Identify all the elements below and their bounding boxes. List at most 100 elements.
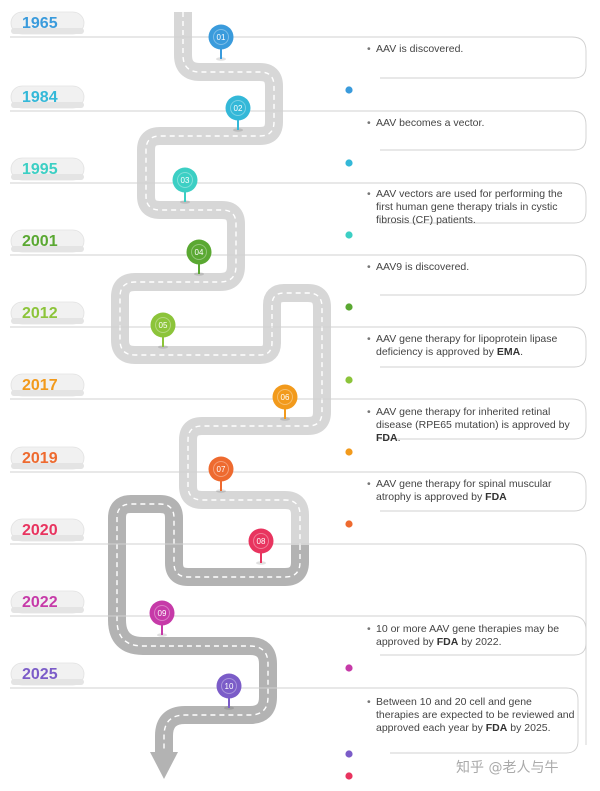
pin-number: 07 — [217, 465, 226, 474]
event-description: AAV gene therapy for inherited retinal d… — [376, 406, 570, 431]
event-text: • AAV gene therapy for spinal muscular at… — [367, 478, 576, 504]
event-suffix: by 2025. — [507, 722, 551, 734]
event-description: AAV gene therapy for spinal muscular atr… — [376, 478, 552, 503]
bullet: • — [367, 696, 371, 708]
bullet: • — [367, 261, 371, 273]
map-pin-icon: 06 — [272, 384, 298, 421]
year-tag: 2020 — [10, 518, 85, 542]
connector-line — [10, 687, 579, 754]
year-tag: 2017 — [10, 373, 85, 397]
map-pin-icon: 07 — [208, 456, 234, 493]
map-pin-icon: 08 — [248, 528, 274, 565]
map-pin-icon: 05 — [150, 312, 176, 349]
event-description: AAV becomes a vector. — [376, 117, 485, 129]
event-text: • AAV9 is discovered. — [367, 261, 576, 274]
winding-road — [108, 12, 331, 779]
year-label: 2022 — [22, 594, 58, 611]
map-pin-icon: 04 — [186, 239, 212, 276]
connector-line — [10, 543, 587, 745]
year-label: 2017 — [22, 377, 58, 394]
bullet: • — [367, 623, 371, 635]
connector-line — [10, 254, 587, 296]
map-pin-icon: 03 — [172, 167, 198, 204]
bullet: • — [367, 406, 371, 418]
approving-agency: FDA — [436, 636, 459, 648]
event-text: • AAV gene therapy for lipoprotein lipase… — [367, 333, 576, 359]
year-label: 2001 — [22, 233, 58, 250]
connector-line — [10, 615, 587, 656]
pin-number: 04 — [195, 248, 204, 257]
event-text: • AAV becomes a vector. — [367, 117, 576, 130]
map-pin-icon: 02 — [225, 95, 251, 132]
approving-agency: EMA — [496, 346, 521, 358]
pin-number: 01 — [217, 33, 226, 42]
watermark: 知乎 @老人与牛 — [456, 760, 559, 776]
event-suffix: . — [520, 346, 524, 358]
year-tag: 2012 — [10, 301, 85, 325]
year-label: 1984 — [22, 89, 58, 106]
connector-line — [10, 326, 587, 368]
bullet: • — [367, 478, 371, 490]
timeline-dot — [345, 159, 353, 167]
event-description: AAV9 is discovered. — [376, 261, 470, 273]
pin-number: 03 — [181, 176, 190, 185]
year-tag: 2001 — [10, 229, 85, 253]
year-tag: 1984 — [10, 85, 85, 109]
connector-line — [10, 182, 587, 224]
map-pins: 01 02 03 04 05 06 07 08 09 10 — [149, 24, 298, 710]
timeline-dot — [345, 448, 353, 456]
event-text: • AAV vectors are used for performing the… — [367, 188, 576, 227]
approving-agency: FDA — [376, 432, 398, 444]
map-pin-icon: 10 — [216, 673, 242, 710]
pin-number: 09 — [158, 609, 167, 618]
year-labels: 1965 1984 1995 2001 2012 2017 2019 2020 2022 2025 — [10, 11, 85, 686]
pin-number: 02 — [234, 104, 243, 113]
timeline-dot — [345, 520, 353, 528]
year-tag: 1965 — [10, 11, 85, 35]
road-arrow-head — [150, 752, 178, 779]
event-text: • Between 10 and 20 cell and gene therapi… — [367, 696, 576, 735]
event-description: 10 or more AAV gene therapies may be app… — [376, 623, 560, 648]
pin-number: 05 — [159, 321, 168, 330]
map-pin-icon: 09 — [149, 600, 175, 637]
bullet: • — [367, 333, 371, 345]
pin-number: 10 — [225, 682, 234, 691]
approving-agency: FDA — [485, 491, 507, 503]
timeline-dot — [345, 303, 353, 311]
event-suffix: . — [397, 432, 401, 444]
bullet: • — [367, 188, 371, 200]
bullet: • — [367, 117, 371, 129]
connector-line — [10, 36, 587, 79]
year-label: 2012 — [22, 305, 58, 322]
year-tag: 1995 — [10, 157, 85, 181]
approving-agency: FDA — [485, 722, 508, 734]
connector-line — [10, 110, 587, 151]
event-description: AAV is discovered. — [376, 43, 464, 55]
timeline-dot — [345, 750, 353, 758]
year-label: 2020 — [22, 522, 58, 539]
year-tag: 2019 — [10, 446, 85, 470]
timeline-dot — [345, 772, 353, 780]
timeline-dots — [345, 86, 353, 780]
event-text: • 10 or more AAV gene therapies may be ap… — [367, 623, 576, 649]
year-tag: 2022 — [10, 590, 85, 614]
pin-number: 08 — [257, 537, 266, 546]
connector-lines — [10, 36, 587, 754]
event-text: • AAV gene therapy for inherited retinal … — [367, 406, 576, 445]
year-label: 2019 — [22, 450, 58, 467]
connector-line — [10, 398, 587, 440]
timeline-dot — [345, 664, 353, 672]
bullet: • — [367, 43, 371, 55]
year-label: 1965 — [22, 15, 58, 32]
year-tag: 2025 — [10, 662, 85, 686]
connector-line — [10, 471, 587, 512]
event-text: • AAV is discovered. — [367, 43, 576, 56]
event-description: Between 10 and 20 cell and gene therapie… — [376, 696, 575, 734]
timeline-dot — [345, 86, 353, 94]
timeline-dot — [345, 376, 353, 384]
event-description: AAV vectors are used for performing the … — [376, 188, 563, 226]
map-pin-icon: 01 — [208, 24, 234, 61]
year-label: 1995 — [22, 161, 58, 178]
timeline-dot — [345, 231, 353, 239]
